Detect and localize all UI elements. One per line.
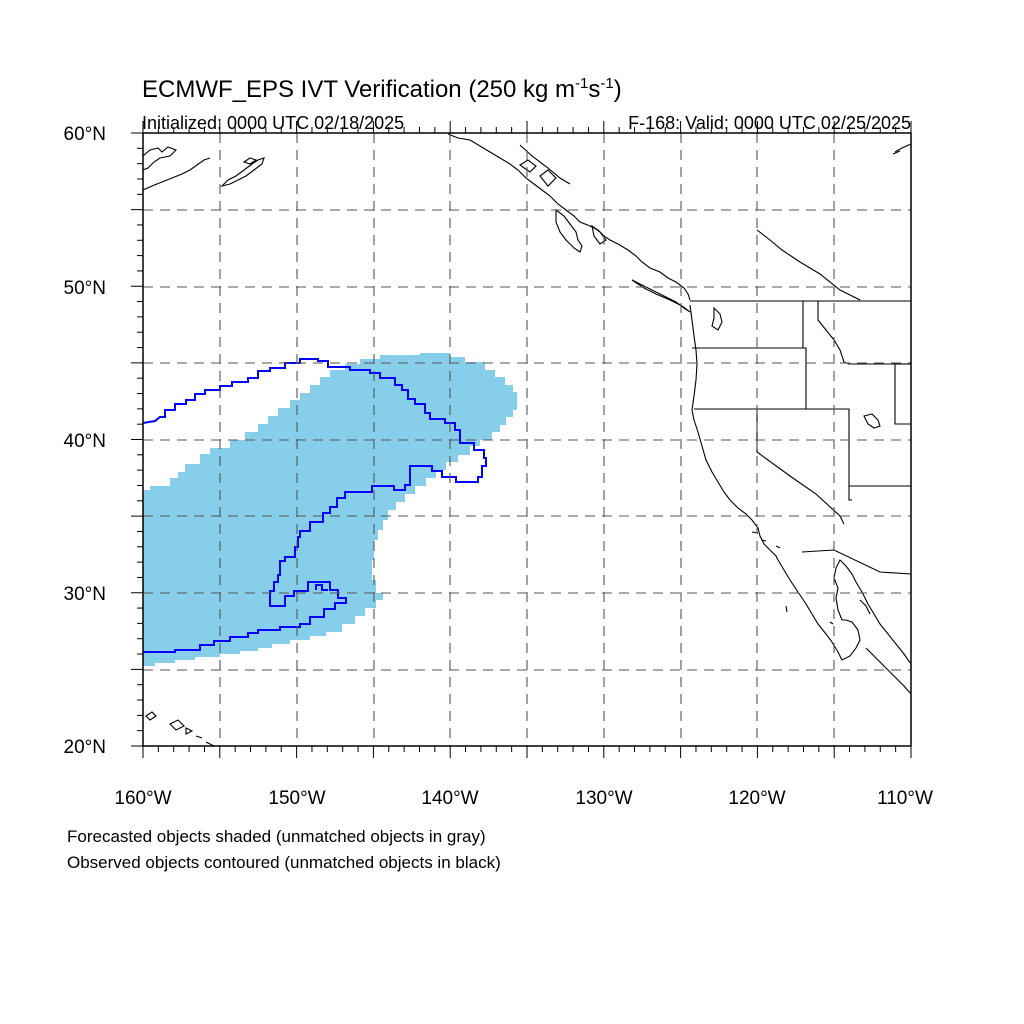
footnote-observed: Observed objects contoured (unmatched ob… (67, 853, 501, 872)
initialized-label: Initialized: 0000 UTC 02/18/2025 (142, 113, 404, 133)
lon-label-120w: 120°W (728, 788, 785, 809)
lat-label-20n: 20°N (64, 737, 106, 758)
observed-ivt-contour-inner-edge (315, 584, 328, 591)
lat-label-60n: 60°N (64, 124, 106, 145)
axis-tick-marks (131, 121, 912, 758)
lat-label-30n: 30°N (64, 584, 106, 605)
lat-label-40n: 40°N (64, 431, 106, 452)
lon-label-160w: 160°W (114, 788, 171, 809)
valid-time-label: F-168: Valid: 0000 UTC 02/25/2025 (628, 113, 911, 133)
lon-label-110w: 110°W (877, 788, 933, 809)
latitude-labels: 20°N 30°N 40°N 50°N 60°N (64, 124, 106, 758)
longitude-labels: 160°W 150°W 140°W 130°W 120°W 110°W (114, 788, 933, 809)
map-panel (131, 121, 912, 758)
observed-ivt-contour (143, 358, 487, 653)
lat-lon-gridlines (143, 133, 911, 746)
lon-label-130w: 130°W (575, 788, 632, 809)
figure-title: ECMWF_EPS IVT Verification (250 kg m-1s-… (142, 75, 622, 103)
footnote-forecast: Forecasted objects shaded (unmatched obj… (67, 827, 486, 846)
lat-label-50n: 50°N (64, 278, 106, 299)
lon-label-140w: 140°W (421, 788, 478, 809)
lon-label-150w: 150°W (268, 788, 325, 809)
